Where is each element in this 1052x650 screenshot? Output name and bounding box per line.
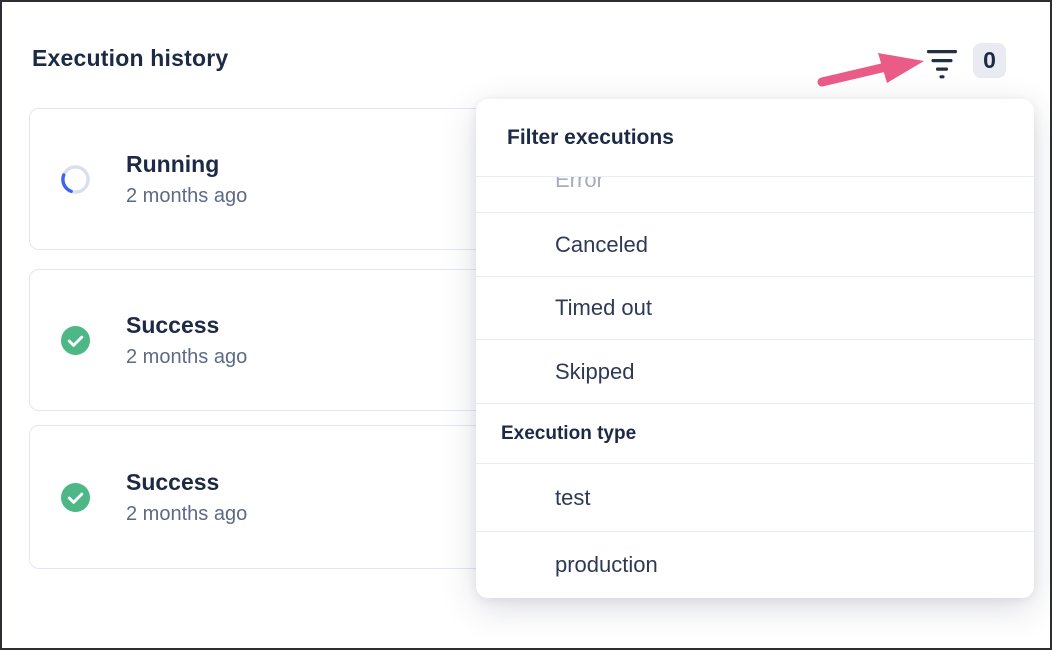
execution-status: Success bbox=[126, 311, 220, 338]
filter-option-label: Error bbox=[555, 177, 604, 192]
filter-section-execution-type: Execution type bbox=[476, 404, 1034, 464]
execution-time: 2 months ago bbox=[126, 345, 248, 368]
filter-option-label: Timed out bbox=[555, 295, 653, 320]
filter-option-label: test bbox=[555, 484, 591, 510]
filter-option-production[interactable]: production bbox=[476, 532, 1034, 598]
page-title: Execution history bbox=[32, 45, 229, 71]
spinner-icon bbox=[61, 164, 90, 194]
execution-status: Success bbox=[126, 468, 220, 495]
execution-status: Running bbox=[126, 150, 220, 177]
filter-option-canceled[interactable]: Canceled bbox=[476, 213, 1034, 277]
filter-option-skipped[interactable]: Skipped bbox=[476, 340, 1034, 404]
check-circle-icon bbox=[60, 482, 91, 512]
filter-panel-title: Filter executions bbox=[476, 99, 1034, 177]
check-circle-icon bbox=[60, 325, 91, 355]
filter-dropdown-panel: Filter executions Error Canceled Timed o… bbox=[476, 99, 1034, 598]
execution-time: 2 months ago bbox=[126, 184, 248, 207]
filter-count-badge[interactable]: 0 bbox=[973, 43, 1006, 78]
filter-option-label: Skipped bbox=[555, 358, 635, 384]
filter-funnel-icon bbox=[927, 50, 957, 79]
filter-option-error[interactable]: Error bbox=[476, 177, 1034, 213]
filter-option-timed-out[interactable]: Timed out bbox=[476, 277, 1034, 340]
filter-option-label: production bbox=[555, 552, 658, 577]
execution-time: 2 months ago bbox=[126, 502, 248, 525]
pink-arrow-icon bbox=[817, 53, 924, 87]
filter-option-label: Canceled bbox=[555, 231, 648, 257]
filter-option-test[interactable]: test bbox=[476, 464, 1034, 532]
filter-button[interactable] bbox=[922, 44, 962, 84]
section-label: Execution type bbox=[501, 422, 637, 444]
